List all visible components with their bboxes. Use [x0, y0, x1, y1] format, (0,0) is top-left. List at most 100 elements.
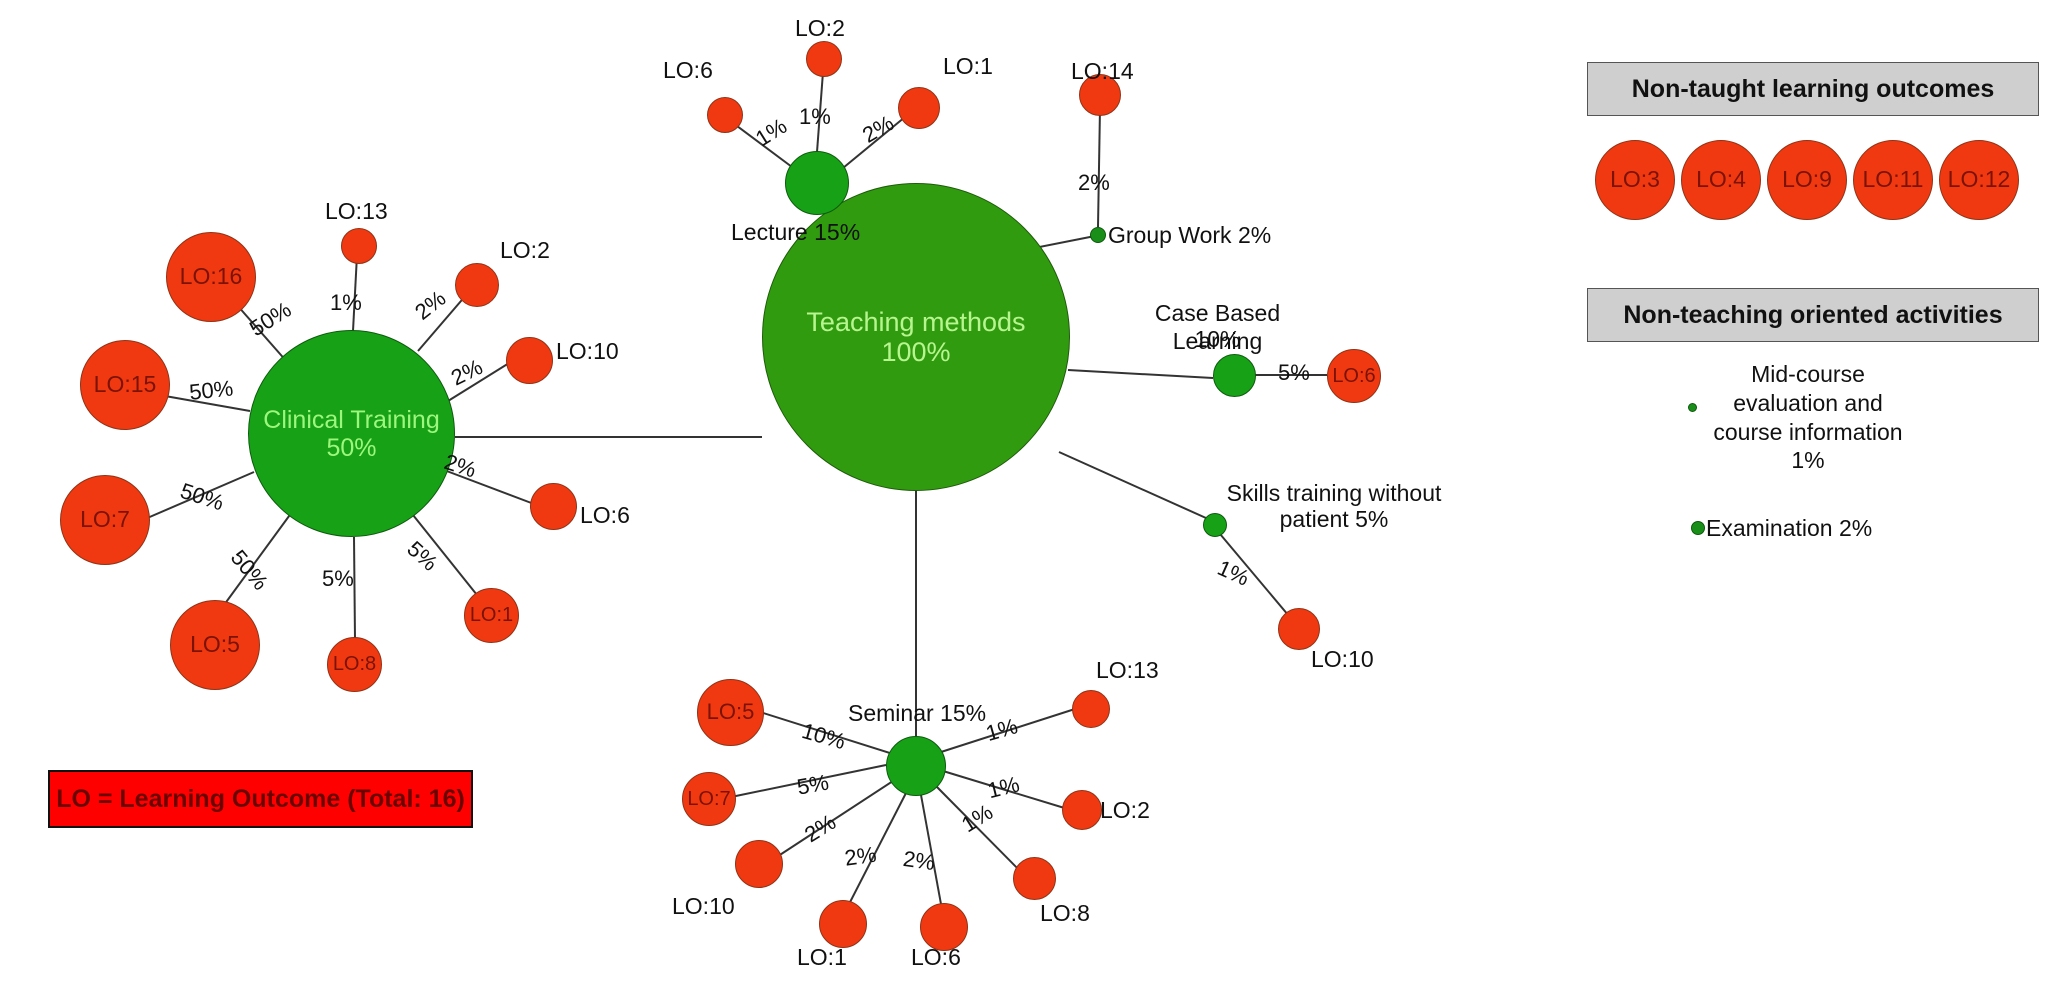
node-clinical-lo8[interactable]: LO:8 [327, 637, 382, 692]
node-seminar-lo7[interactable]: LO:7 [682, 772, 736, 826]
pct-clinical-lo5: 50% [225, 545, 274, 595]
label-seminar: Seminar 15% [848, 700, 987, 726]
label-lecture-lo1: LO:1 [943, 53, 993, 79]
node-seminar-lo13[interactable] [1072, 690, 1110, 728]
lo-label: LO:3 [1610, 166, 1660, 193]
pct-seminar-lo2: 1% [985, 771, 1022, 804]
node-lecture-lo6[interactable] [707, 97, 743, 133]
node-clinical-lo1[interactable]: LO:1 [464, 588, 519, 643]
node-mid-course-evaluation-dot[interactable] [1688, 403, 1697, 412]
node-seminar-lo8[interactable] [1013, 857, 1056, 900]
label-group-work: Group Work 2% [1108, 222, 1272, 248]
node-examination-dot[interactable] [1691, 521, 1705, 535]
node-seminar-lo5[interactable]: LO:5 [697, 679, 764, 746]
activity1-line1: Mid-course [1751, 361, 1865, 387]
pct-clinical-lo13: 1% [330, 290, 362, 315]
node-clinical-lo6[interactable] [530, 483, 577, 530]
non-taught-header: Non-taught learning outcomes [1587, 62, 2039, 116]
activity1-line2: evaluation and [1733, 389, 1883, 416]
node-clinical-lo2[interactable] [455, 263, 499, 307]
node-skills-lo10[interactable] [1278, 608, 1320, 650]
node-non-taught-lo4[interactable]: LO:4 [1681, 140, 1761, 220]
edge-groupwork-lo14 [1097, 107, 1101, 228]
label-clinical-lo10: LO:10 [556, 338, 619, 364]
node-group-work[interactable] [1090, 227, 1106, 243]
label-skills-training-line2: patient 5% [1279, 506, 1389, 532]
node-non-taught-lo9[interactable]: LO:9 [1767, 140, 1847, 220]
label-case-based-learning-line2: 10% [1194, 326, 1241, 352]
node-clinical-lo10[interactable] [506, 337, 553, 384]
label-seminar-lo6: LO:6 [911, 944, 961, 970]
label-examination: Examination 2% [1706, 515, 1873, 541]
lo-label: LO:5 [706, 699, 755, 725]
pct-clinical-lo10: 2% [447, 354, 487, 391]
pct-seminar-lo7: 5% [795, 769, 831, 800]
node-groupwork-lo14[interactable] [1079, 74, 1121, 116]
lo-label: LO:16 [179, 263, 243, 290]
node-clinical-training[interactable]: Clinical Training 50% [248, 330, 455, 537]
pct-clinical-lo6: 2% [441, 449, 480, 483]
lo-label: LO:15 [93, 371, 157, 398]
node-seminar-lo10[interactable] [735, 840, 783, 888]
lo-key-text: LO = Learning Outcome (Total: 16) [56, 784, 465, 813]
node-lecture-lo2[interactable] [806, 41, 842, 77]
label-lecture-lo2: LO:2 [795, 15, 845, 41]
non-taught-circles: LO:3 LO:4 LO:9 LO:11 LO:12 [1595, 140, 2019, 220]
label-seminar-lo8: LO:8 [1040, 900, 1090, 926]
root-label-line1: Teaching methods [806, 306, 1026, 337]
node-non-taught-lo3[interactable]: LO:3 [1595, 140, 1675, 220]
node-non-taught-lo12[interactable]: LO:12 [1939, 140, 2019, 220]
label-seminar-lo2: LO:2 [1100, 797, 1150, 823]
pct-casebased-lo6: 5% [1278, 360, 1310, 385]
label-lecture: Lecture 15% [731, 219, 861, 245]
pct-seminar-lo10: 2% [800, 809, 841, 848]
label-case-based-learning-line1: Case Based Learning [1154, 300, 1281, 354]
node-seminar[interactable] [886, 736, 946, 796]
node-seminar-lo1[interactable] [819, 900, 867, 948]
node-skills-training[interactable] [1203, 513, 1227, 537]
activity1-line3: course information [1713, 418, 1903, 445]
pct-skills-lo10: 1% [1213, 555, 1254, 591]
label-seminar-lo13: LO:13 [1096, 657, 1159, 683]
edge-root-casebased [1067, 369, 1214, 379]
node-casebased-lo6[interactable]: LO:6 [1327, 349, 1381, 403]
pct-seminar-lo5: 10% [799, 718, 849, 755]
lo-label: LO:5 [190, 631, 240, 658]
node-teaching-methods[interactable]: Teaching methods 100% [762, 183, 1070, 491]
pct-clinical-lo15: 50% [188, 375, 235, 405]
node-clinical-lo5[interactable]: LO:5 [170, 600, 260, 690]
label-skills-training-line1: Skills training without [1226, 480, 1442, 506]
node-seminar-lo6[interactable] [920, 903, 968, 951]
lo-label: LO:7 [687, 787, 731, 810]
pct-clinical-lo1: 5% [402, 536, 443, 576]
pct-clinical-lo2: 2% [410, 285, 451, 325]
edge-clinical-lo8 [353, 536, 356, 641]
label-seminar-lo1: LO:1 [797, 944, 847, 970]
root-label-line2: 100% [881, 337, 951, 367]
pct-lecture-lo6: 1% [751, 113, 792, 152]
label-clinical-lo13: LO:13 [325, 198, 388, 224]
node-non-taught-lo11[interactable]: LO:11 [1853, 140, 1933, 220]
pct-seminar-lo13: 1% [983, 713, 1021, 747]
node-lecture[interactable] [785, 151, 849, 215]
lo-label: LO:11 [1862, 166, 1924, 193]
edge-root-skills [1058, 451, 1207, 519]
activity1-line4: 1% [1791, 447, 1825, 474]
label-clinical-lo6: LO:6 [580, 502, 630, 528]
pct-seminar-lo8: 1% [957, 799, 998, 838]
node-clinical-lo15[interactable]: LO:15 [80, 340, 170, 430]
label-mid-course-evaluation: Mid-course evaluation and course informa… [1698, 360, 1918, 475]
node-clinical-lo13[interactable] [341, 228, 377, 264]
pct-seminar-lo6: 2% [901, 846, 937, 876]
node-lecture-lo1[interactable] [898, 87, 940, 129]
lo-label: LO:6 [1332, 364, 1376, 387]
label-clinical-lo2: LO:2 [500, 237, 550, 263]
node-case-based-learning[interactable] [1213, 354, 1256, 397]
node-clinical-lo7[interactable]: LO:7 [60, 475, 150, 565]
node-seminar-lo2[interactable] [1062, 790, 1102, 830]
label-groupwork-lo14: LO:14 [1071, 58, 1134, 84]
lo-label: LO:9 [1782, 166, 1832, 193]
node-clinical-lo16[interactable]: LO:16 [166, 232, 256, 322]
clinical-training-label: Clinical Training 50% [263, 405, 440, 462]
